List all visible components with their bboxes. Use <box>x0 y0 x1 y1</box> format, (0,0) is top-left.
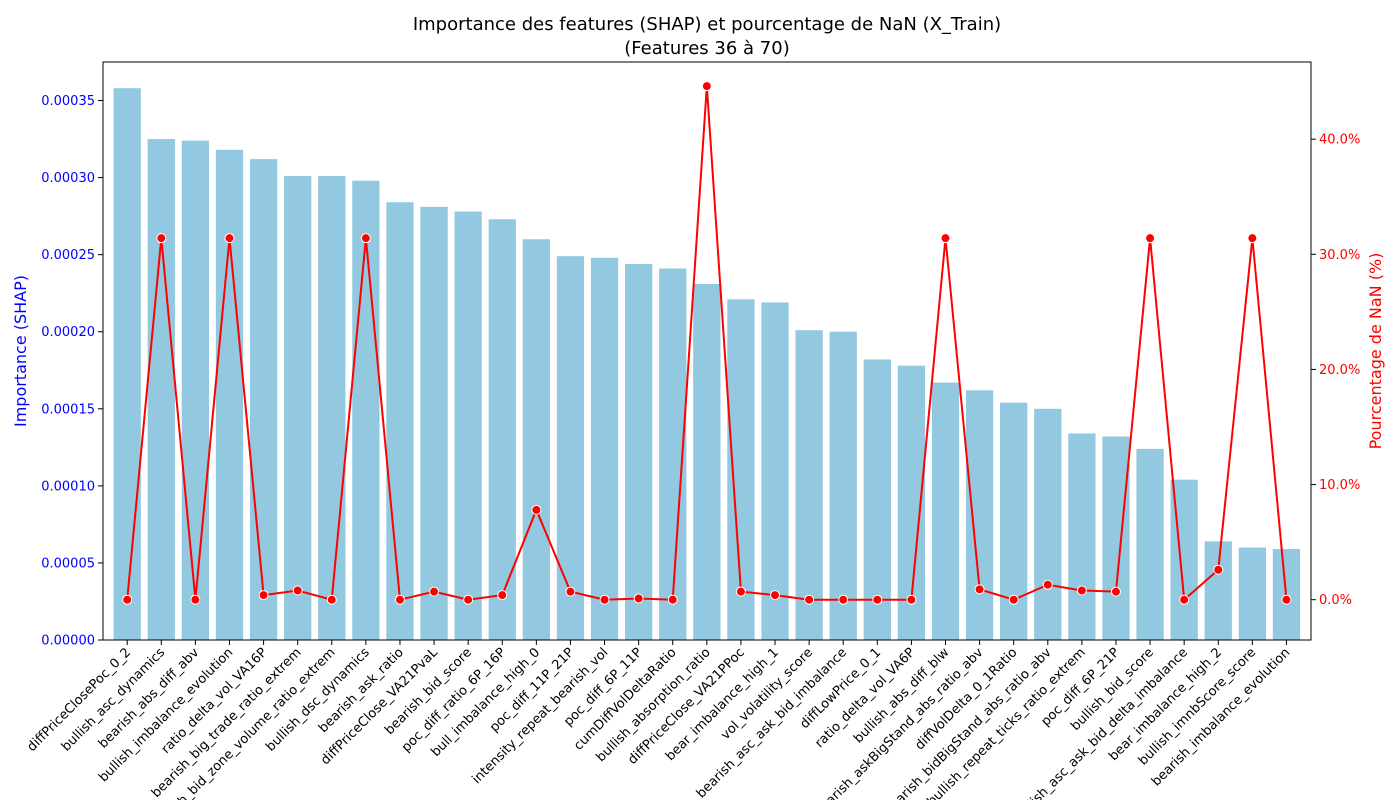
y-axis-label-left: Importance (SHAP) <box>11 275 30 427</box>
nan-point-poc_diff_6P_11P <box>633 593 644 604</box>
nan-point-bullish_dsc_dynamics <box>360 233 371 244</box>
bar-bear_imbalance_high_1 <box>761 302 789 640</box>
nan-point-bearish_bid_score <box>463 594 474 605</box>
nan-point-bullish_absorption_ratio <box>701 81 712 92</box>
nan-point-bullish_imnbScore_score <box>1247 233 1258 244</box>
y-tick-label-right: 0.0% <box>1319 593 1352 608</box>
nan-point-bullish_bid_score <box>1145 233 1156 244</box>
nan-point-bullish_asc_ask_bid_delta_imbalance <box>1179 594 1190 605</box>
nan-point-intensity_repeat_bearish_vol <box>599 594 610 605</box>
nan-point-diffPriceClose_VA21PvaL <box>429 586 440 597</box>
nan-point-ratio_delta_vol_VA16P <box>258 590 269 601</box>
chart-title: Importance des features (SHAP) et pource… <box>413 14 1001 35</box>
y-tick-label-left: 0.00020 <box>41 325 95 340</box>
chart-subtitle: (Features 36 à 70) <box>624 38 789 59</box>
y-tick-label-left: 0.00035 <box>41 94 95 109</box>
bar-bearish_big_trade_ratio_extrem <box>284 176 312 641</box>
nan-point-bullish_imbalance_evolution <box>224 233 235 244</box>
nan-point-bullish_abs_diff_blw <box>940 233 951 244</box>
bar-vol_volatility_score <box>795 330 823 640</box>
nan-point-bearish_imbalance_evolution <box>1281 594 1292 605</box>
y-tick-label-right: 40.0% <box>1319 133 1360 148</box>
bar-bearish_bid_zone_volume_ratio_extrem <box>318 176 346 641</box>
nan-point-bull_imbalance_high_0 <box>531 504 542 515</box>
bar-bearish_askBigStand_abs_ratio_abv <box>965 390 994 640</box>
y-tick-label-right: 30.0% <box>1319 248 1360 263</box>
bar-bearish_bid_score <box>454 211 482 640</box>
bar-poc_diff_6P_21P <box>1102 436 1130 640</box>
bar-bearish_asc_ask_bid_imbalance <box>829 331 857 640</box>
nan-point-bearish_abs_diff_abv <box>190 594 201 605</box>
bar-poc_diff_11P_21P <box>556 256 585 640</box>
y-tick-label-right: 10.0% <box>1319 478 1360 493</box>
bar-bearish_ask_ratio <box>386 202 414 640</box>
nan-point-cumDiffVolDeltaRatio <box>667 594 678 605</box>
nan-point-bearish_askBigStand_abs_ratio_abv <box>974 584 985 595</box>
bar-bullish_repeat_ticks_ratio_extrem <box>1068 433 1096 640</box>
nan-point-vol_volatility_score <box>804 594 815 605</box>
bar-bullish_imbalance_evolution <box>215 149 244 640</box>
y-tick-label-left: 0.00030 <box>41 171 95 186</box>
nan-point-bullish_asc_dynamics <box>156 233 167 244</box>
bar-bearish_bidBigStand_abs_ratio_abv <box>1034 408 1062 640</box>
nan-point-poc_diff_ratio_6P_16P <box>497 590 508 601</box>
nan-point-diffLowPrice_0_1 <box>872 594 883 605</box>
y-tick-label-left: 0.00000 <box>41 634 95 649</box>
nan-point-bearish_asc_ask_bid_imbalance <box>838 594 849 605</box>
nan-point-bearish_big_trade_ratio_extrem <box>292 585 303 596</box>
nan-point-diffVolDelta_0_1Ratio <box>1008 594 1019 605</box>
bar-bullish_abs_diff_blw <box>931 382 960 640</box>
nan-point-bullish_repeat_ticks_ratio_extrem <box>1076 585 1087 596</box>
nan-point-bearish_bid_zone_volume_ratio_extrem <box>326 594 337 605</box>
nan-point-poc_diff_6P_21P <box>1110 586 1121 597</box>
bar-diffPriceClosePoc_0_2 <box>113 88 141 641</box>
nan-point-poc_diff_11P_21P <box>565 586 576 597</box>
nan-point-bear_imbalance_high_1 <box>770 590 781 601</box>
bar-bullish_asc_dynamics <box>147 139 175 641</box>
bar-bull_imbalance_high_0 <box>522 239 550 640</box>
bar-bearish_abs_diff_abv <box>181 140 210 640</box>
nan-point-bearish_bidBigStand_abs_ratio_abv <box>1042 579 1053 590</box>
y-tick-label-right: 20.0% <box>1319 363 1360 378</box>
y-tick-label-left: 0.00025 <box>41 248 95 263</box>
bar-bullish_bid_score <box>1136 448 1164 640</box>
nan-point-bear_imbalance_high_2 <box>1213 564 1224 575</box>
bar-ratio_delta_vol_VA16P <box>249 159 278 640</box>
bar-bear_imbalance_high_2 <box>1204 541 1232 640</box>
bar-poc_diff_6P_11P <box>625 263 653 640</box>
line-layer <box>122 81 1292 605</box>
bars-layer <box>113 88 1301 641</box>
bar-diffLowPrice_0_1 <box>863 359 891 640</box>
nan-point-ratio_delta_vol_VA6P <box>906 594 917 605</box>
bar-bullish_absorption_ratio <box>693 283 721 640</box>
nan-point-diffPriceClose_VA21PPoc <box>735 586 746 597</box>
bar-poc_diff_ratio_6P_16P <box>488 219 516 640</box>
y-axis-label-right: Pourcentage de NaN (%) <box>1366 253 1385 450</box>
bar-bullish_dsc_dynamics <box>352 180 380 640</box>
y-tick-label-left: 0.00015 <box>41 402 95 417</box>
y-tick-label-left: 0.00010 <box>41 479 95 494</box>
bar-diffPriceClose_VA21PvaL <box>420 206 448 641</box>
nan-point-diffPriceClosePoc_0_2 <box>122 594 133 605</box>
y-tick-label-left: 0.00005 <box>41 556 95 571</box>
bar-bullish_imnbScore_score <box>1238 547 1266 640</box>
bar-intensity_repeat_bearish_vol <box>590 257 619 640</box>
nan-point-bearish_ask_ratio <box>394 594 405 605</box>
